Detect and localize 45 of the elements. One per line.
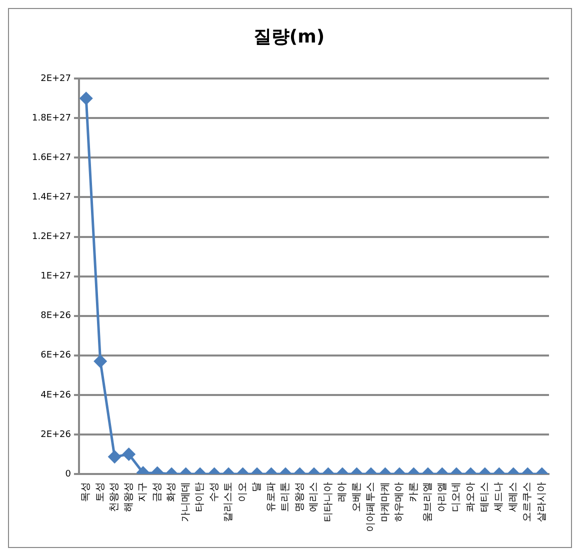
- x-tick-label: 콰오아: [465, 482, 476, 512]
- x-tick-label: 세레스: [508, 482, 519, 512]
- x-tick-label: 티타니아: [322, 482, 334, 522]
- x-tick-label: 타이탄: [194, 482, 206, 512]
- x-tick-label: 해왕성: [123, 482, 134, 512]
- y-tick-label: 1E+27: [40, 272, 71, 282]
- y-tick-label: 1.6E+27: [32, 153, 71, 164]
- y-tick-label: 0: [65, 469, 72, 480]
- x-tick-label: 토성: [94, 482, 106, 502]
- x-tick-label: 에리스: [308, 482, 320, 512]
- x-tick-label: 트리톤: [280, 482, 292, 512]
- x-tick-label: 디오네: [451, 482, 462, 512]
- x-tick-label: 오르쿠스: [522, 482, 534, 522]
- x-tick-label: 하우메아: [394, 482, 406, 522]
- x-tick-label: 달: [252, 482, 263, 492]
- x-tick-label: 움브리엘: [422, 482, 434, 522]
- y-tick-label: 2E+26: [40, 430, 72, 440]
- x-tick-label: 화성: [166, 482, 178, 502]
- x-tick-label: 마케마케: [380, 482, 391, 522]
- x-tick-label: 아리엘: [436, 482, 448, 512]
- x-tick-label: 지구: [138, 482, 149, 502]
- x-tick-label: 명왕성: [294, 482, 306, 512]
- y-tick-label: 8E+26: [40, 311, 72, 322]
- x-tick-label: 세드나: [494, 482, 505, 512]
- x-tick-label: 칼리스토: [223, 482, 234, 522]
- x-tick-label: 오베론: [351, 482, 362, 512]
- x-tick-label: 수성: [208, 482, 220, 502]
- x-tick-label: 레아: [337, 482, 348, 502]
- y-tick-label: 4E+26: [40, 390, 72, 400]
- x-tick-label: 카론: [408, 482, 420, 502]
- x-tick-label: 가니메데: [180, 482, 192, 522]
- x-tick-label: 천왕성: [109, 482, 120, 512]
- y-tick-label: 1.2E+27: [32, 232, 71, 242]
- x-tick-label: 유로파: [266, 482, 277, 512]
- x-tick-label: 금성: [152, 482, 163, 502]
- x-tick-label: 테티스: [480, 482, 490, 512]
- x-tick-label: 이아페투스: [366, 482, 377, 532]
- y-tick-label: 6E+26: [40, 350, 72, 361]
- chart-title: 질량(m): [253, 26, 325, 48]
- y-tick-label: 1.4E+27: [32, 192, 71, 203]
- y-tick-label: 2E+27: [40, 74, 71, 84]
- x-tick-label: 이오: [237, 482, 248, 502]
- x-tick-label: 살라시아: [536, 482, 548, 522]
- x-tick-label: 목성: [80, 482, 92, 502]
- y-tick-label: 1.8E+27: [32, 113, 71, 124]
